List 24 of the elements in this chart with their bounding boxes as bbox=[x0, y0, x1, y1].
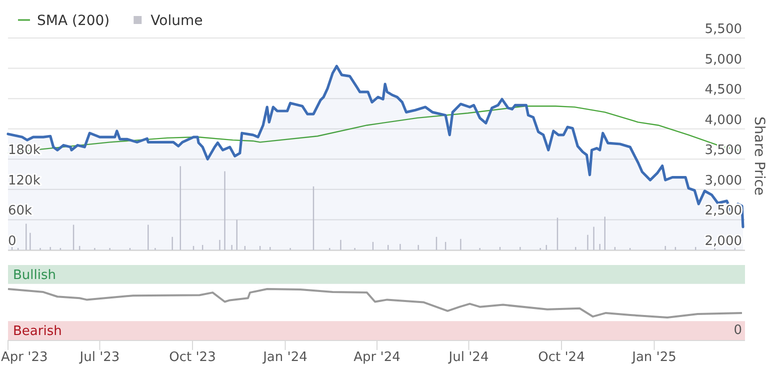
x-tick-label: Jul '24 bbox=[448, 350, 489, 365]
y-tick-label: 4,500 bbox=[704, 82, 742, 98]
x-tick-label: Oct '24 bbox=[538, 350, 585, 365]
x-tick-label: Apr '24 bbox=[354, 350, 400, 365]
x-tick-label: Oct '23 bbox=[169, 350, 216, 365]
y-tick-label: 5,500 bbox=[704, 22, 742, 37]
x-tick-label: Apr '23 bbox=[1, 350, 48, 365]
annotation: 0 bbox=[734, 323, 742, 338]
y-axis-title: Share Price bbox=[751, 116, 767, 196]
y2-tick-label: 60k bbox=[8, 204, 33, 219]
y-tick-label: 2,000 bbox=[704, 234, 742, 249]
y2-tick-label: 0 bbox=[8, 234, 16, 249]
band-label: Bearish bbox=[13, 324, 62, 340]
y-tick-label: 4,000 bbox=[704, 112, 742, 128]
band-label: Bullish bbox=[13, 268, 56, 283]
legend-label: SMA (200) bbox=[37, 12, 110, 29]
y-tick-label: 3,500 bbox=[704, 143, 742, 158]
legend-label: Volume bbox=[150, 12, 203, 29]
y2-tick-label: 120k bbox=[8, 173, 41, 188]
x-tick-label: Jan '25 bbox=[631, 350, 676, 365]
y-tick-label: 3,000 bbox=[704, 173, 742, 188]
x-tick-label: Jan '24 bbox=[262, 350, 308, 365]
x-tick-label: Jul '23 bbox=[78, 350, 120, 365]
y-tick-label: 5,000 bbox=[704, 52, 742, 68]
